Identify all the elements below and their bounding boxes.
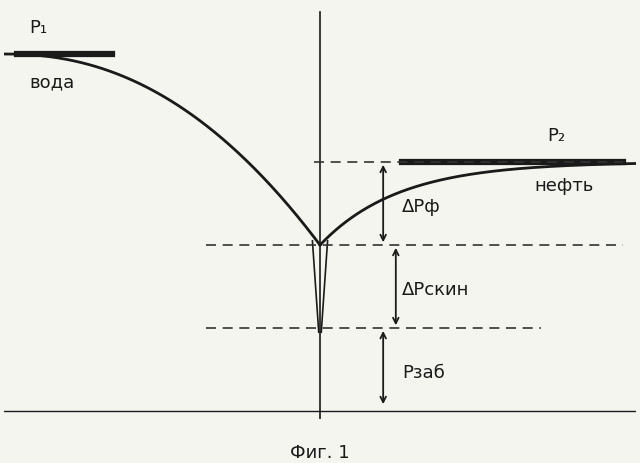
Text: ΔPф: ΔPф (402, 198, 441, 216)
Text: Фиг. 1: Фиг. 1 (290, 444, 350, 463)
Text: Pзаб: Pзаб (402, 364, 445, 382)
Text: нефть: нефть (535, 177, 594, 195)
Text: вода: вода (29, 73, 75, 91)
Text: P₂: P₂ (547, 127, 566, 145)
Text: P₁: P₁ (29, 19, 47, 37)
Text: ΔPскин: ΔPскин (402, 281, 470, 299)
